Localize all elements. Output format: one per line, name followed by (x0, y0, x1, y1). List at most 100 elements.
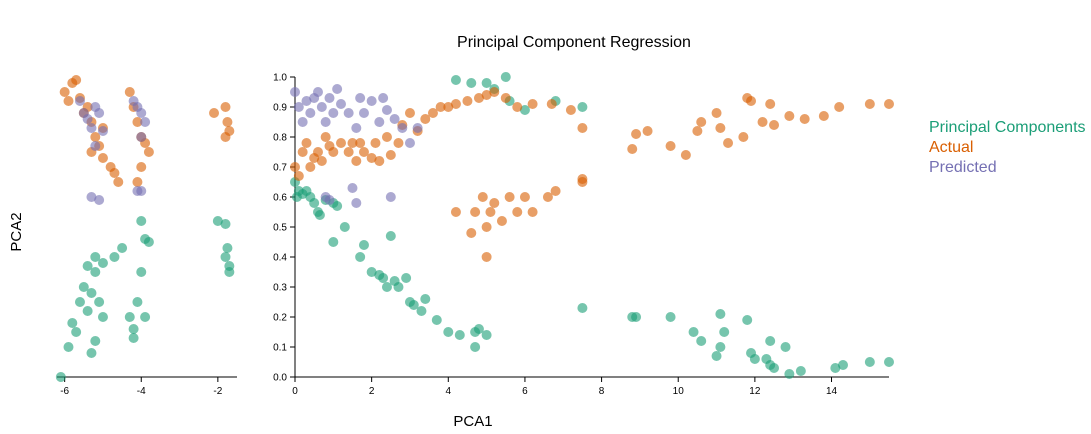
point-actual (473, 93, 484, 103)
point-actual (818, 111, 829, 121)
point-predicted (82, 114, 93, 124)
point-actual (784, 111, 795, 121)
point-actual (864, 99, 875, 109)
point-principal-components (466, 78, 477, 88)
point-actual (512, 102, 523, 112)
point-principal-components (136, 267, 147, 277)
point-predicted (343, 108, 354, 118)
point-predicted (366, 96, 377, 106)
point-principal-components (90, 267, 101, 277)
left-x-tick-label: -4 (137, 386, 146, 397)
point-principal-components (416, 306, 427, 316)
point-predicted (86, 192, 97, 202)
point-principal-components (71, 327, 82, 337)
x-axis-title: PCA1 (453, 413, 492, 430)
point-principal-components (78, 282, 89, 292)
point-principal-components (838, 360, 849, 370)
point-predicted (312, 87, 323, 97)
point-actual (370, 138, 381, 148)
point-principal-components (715, 342, 726, 352)
point-actual (550, 186, 561, 196)
point-actual (443, 102, 454, 112)
point-actual (485, 207, 496, 217)
main-y-tick-label: 0.4 (273, 253, 287, 264)
main-y-tick-label: 0.2 (273, 313, 287, 324)
point-predicted (335, 99, 346, 109)
point-actual (385, 150, 396, 160)
point-actual (450, 207, 461, 217)
point-actual (109, 168, 120, 178)
point-predicted (301, 96, 312, 106)
point-actual (715, 123, 726, 133)
point-actual (358, 147, 369, 157)
point-predicted (397, 123, 408, 133)
point-actual (63, 96, 74, 106)
point-actual (577, 177, 588, 187)
point-principal-components (765, 336, 776, 346)
point-actual (799, 114, 810, 124)
point-principal-components (470, 342, 481, 352)
point-actual (481, 222, 492, 232)
point-actual (527, 99, 538, 109)
point-principal-components (665, 312, 676, 322)
point-predicted (385, 192, 396, 202)
point-principal-components (140, 312, 151, 322)
point-principal-components (366, 267, 377, 277)
main-x-tick-label: 4 (446, 386, 452, 397)
point-actual (404, 108, 415, 118)
point-predicted (94, 195, 105, 205)
legend-item-principal-components: Principal Components (929, 119, 1086, 136)
point-principal-components (795, 366, 806, 376)
point-principal-components (355, 252, 366, 262)
main-y-tick-label: 0.7 (273, 163, 287, 174)
point-principal-components (90, 336, 101, 346)
point-principal-components (82, 261, 93, 271)
point-actual (519, 192, 530, 202)
point-predicted (140, 117, 151, 127)
point-predicted (316, 102, 327, 112)
point-principal-components (128, 333, 139, 343)
point-predicted (347, 183, 358, 193)
point-actual (692, 126, 703, 136)
point-principal-components (715, 309, 726, 319)
point-predicted (358, 108, 369, 118)
point-principal-components (97, 258, 108, 268)
point-actual (393, 138, 404, 148)
point-actual (90, 132, 101, 142)
point-principal-components (473, 324, 484, 334)
point-actual (366, 153, 377, 163)
point-predicted (412, 123, 423, 133)
point-actual (355, 138, 366, 148)
point-actual (335, 138, 346, 148)
main-x-tick-label: 2 (369, 386, 375, 397)
point-principal-components (742, 315, 753, 325)
point-principal-components (124, 312, 135, 322)
point-predicted (320, 117, 331, 127)
main-x-tick-label: 12 (749, 386, 761, 397)
point-predicted (328, 108, 339, 118)
point-actual (290, 162, 300, 172)
point-actual (481, 252, 492, 262)
left-x-ticks: -6 -4 -2 (60, 377, 223, 397)
point-predicted (97, 126, 108, 136)
point-actual (301, 138, 312, 148)
point-principal-components (393, 282, 404, 292)
point-actual (477, 192, 488, 202)
point-actual (293, 171, 304, 181)
point-principal-components (94, 297, 105, 307)
point-actual (769, 120, 780, 130)
point-actual (466, 228, 477, 238)
point-actual (711, 108, 722, 118)
point-principal-components (212, 216, 223, 226)
point-predicted (136, 132, 147, 142)
point-actual (435, 102, 446, 112)
point-principal-components (128, 324, 139, 334)
point-principal-components (117, 243, 128, 253)
point-principal-components (220, 252, 231, 262)
point-actual (427, 108, 438, 118)
point-predicted (74, 96, 85, 106)
main-y-tick-label: 0.9 (273, 103, 287, 114)
point-predicted (381, 105, 392, 115)
point-actual (565, 105, 576, 115)
